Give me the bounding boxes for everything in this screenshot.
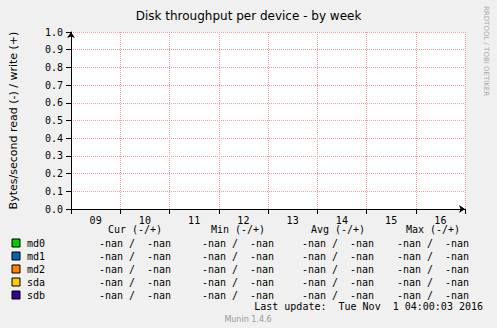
svg-text:-nan / -nan: -nan / -nan (397, 290, 469, 301)
svg-text:Bytes/second read (-) / write: Bytes/second read (-) / write (+) (7, 32, 20, 210)
svg-text:0.4: 0.4 (45, 133, 63, 144)
svg-text:0.6: 0.6 (45, 97, 63, 108)
svg-text:0.7: 0.7 (45, 80, 63, 91)
svg-text:0.2: 0.2 (45, 168, 63, 179)
svg-text:0.3: 0.3 (45, 150, 63, 161)
svg-text:0.9: 0.9 (45, 44, 63, 55)
svg-text:md0: md0 (27, 238, 45, 249)
svg-text:Max (-/+): Max (-/+) (406, 224, 460, 235)
svg-text:RRDTOOL / TOBI OETIKER: RRDTOOL / TOBI OETIKER (482, 6, 490, 96)
svg-text:sda: sda (27, 277, 45, 288)
svg-text:-nan / -nan: -nan / -nan (397, 264, 469, 275)
svg-text:-nan / -nan: -nan / -nan (202, 238, 274, 249)
svg-text:-nan / -nan: -nan / -nan (99, 277, 171, 288)
svg-text:-nan / -nan: -nan / -nan (397, 251, 469, 262)
svg-text:10: 10 (139, 215, 151, 226)
svg-text:12: 12 (237, 215, 249, 226)
svg-text:15: 15 (385, 215, 397, 226)
svg-text:-nan / -nan: -nan / -nan (202, 251, 274, 262)
svg-text:-nan / -nan: -nan / -nan (302, 290, 374, 301)
svg-text:md2: md2 (27, 264, 45, 275)
svg-text:Cur (-/+): Cur (-/+) (108, 224, 162, 235)
svg-text:0.1: 0.1 (45, 186, 63, 197)
svg-text:13: 13 (287, 215, 299, 226)
svg-text:0.0: 0.0 (45, 204, 63, 215)
svg-text:Last update: Tue Nov 1 04:00: Last update: Tue Nov 1 04:00:03 2016 (254, 301, 483, 312)
svg-text:11: 11 (188, 215, 200, 226)
svg-text:-nan / -nan: -nan / -nan (202, 277, 274, 288)
svg-text:16: 16 (434, 215, 446, 226)
svg-text:-nan / -nan: -nan / -nan (302, 251, 374, 262)
svg-text:Disk throughput per device - b: Disk throughput per device - by week (136, 9, 362, 23)
svg-text:0.5: 0.5 (45, 115, 63, 126)
svg-text:-nan / -nan: -nan / -nan (202, 264, 274, 275)
svg-text:Avg (-/+): Avg (-/+) (310, 223, 366, 235)
svg-text:-nan / -nan: -nan / -nan (302, 264, 374, 275)
svg-text:Munin 1.4.6: Munin 1.4.6 (224, 315, 271, 324)
svg-text:-nan / -nan: -nan / -nan (302, 238, 374, 249)
svg-text:sdb: sdb (27, 290, 45, 301)
svg-text:-nan / -nan: -nan / -nan (397, 238, 469, 249)
svg-text:-nan / -nan: -nan / -nan (99, 264, 171, 275)
svg-text:md1: md1 (27, 251, 45, 262)
svg-text:Min (-/+): Min (-/+) (210, 223, 266, 235)
svg-text:-nan / -nan: -nan / -nan (99, 238, 171, 249)
svg-text:-nan / -nan: -nan / -nan (99, 290, 171, 301)
svg-text:14: 14 (336, 215, 348, 226)
svg-text:-nan / -nan: -nan / -nan (202, 290, 274, 301)
svg-text:-nan / -nan: -nan / -nan (302, 277, 374, 288)
svg-text:-nan / -nan: -nan / -nan (99, 251, 171, 262)
svg-text:09: 09 (90, 215, 102, 226)
svg-text:1.0: 1.0 (45, 27, 63, 38)
svg-text:0.8: 0.8 (45, 62, 63, 73)
svg-text:-nan / -nan: -nan / -nan (397, 277, 469, 288)
